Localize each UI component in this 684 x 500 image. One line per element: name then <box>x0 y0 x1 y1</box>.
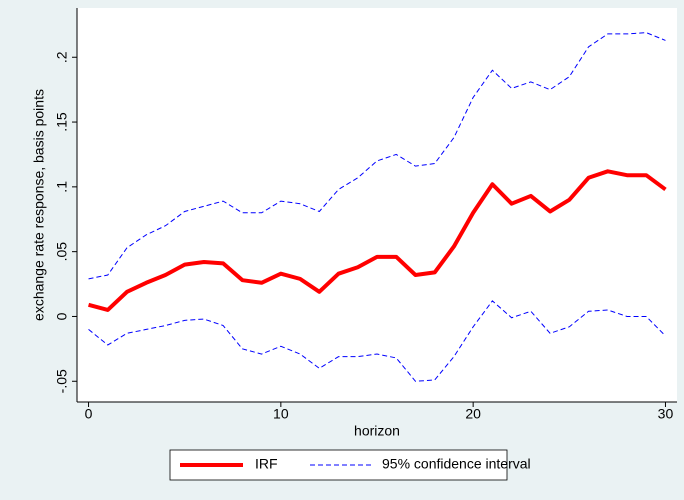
x-tick-label: 20 <box>465 406 481 422</box>
y-tick-label: .05 <box>54 242 70 262</box>
legend-label: IRF <box>255 456 278 472</box>
y-tick-label: 0 <box>54 312 70 320</box>
ci-lower-line <box>88 300 666 382</box>
x-tick-label: 30 <box>658 406 674 422</box>
y-tick-label: .1 <box>54 181 70 193</box>
x-tick-label: 0 <box>85 406 93 422</box>
x-axis-title: horizon <box>354 423 400 439</box>
x-tick-label: 10 <box>273 406 289 422</box>
y-tick-label: .15 <box>54 112 70 132</box>
plot-area <box>77 8 677 402</box>
legend-label: 95% confidence interval <box>382 456 531 472</box>
ci-upper-line <box>88 32 666 280</box>
irf-line <box>88 169 667 312</box>
y-tick-label: .2 <box>54 51 70 63</box>
y-tick-label: -.05 <box>54 369 70 393</box>
y-axis-title: exchange rate response, basis points <box>31 89 47 321</box>
